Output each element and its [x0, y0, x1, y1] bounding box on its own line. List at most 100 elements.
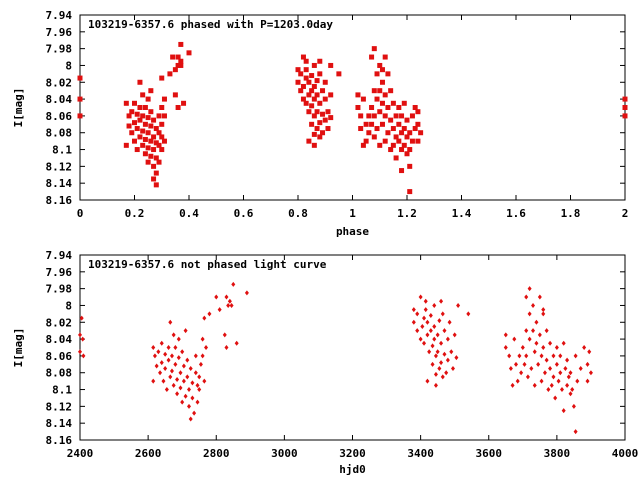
data-point — [532, 382, 537, 388]
y-axis-title: I[mag] — [12, 88, 25, 128]
data-point — [195, 382, 200, 388]
data-point — [554, 345, 559, 350]
data-point — [309, 103, 315, 109]
data-point — [178, 58, 184, 64]
data-point — [399, 130, 405, 136]
data-point — [204, 345, 209, 350]
data-point — [193, 353, 198, 359]
data-point — [520, 345, 525, 350]
data-point — [418, 130, 424, 136]
data-point — [181, 378, 186, 384]
data-point — [559, 387, 564, 393]
data-point — [440, 311, 445, 317]
data-point — [306, 92, 312, 98]
data-point — [224, 345, 229, 350]
data-point — [178, 62, 184, 68]
data-point — [227, 298, 232, 304]
data-point — [325, 109, 331, 115]
data-point — [445, 357, 450, 363]
data-point — [183, 328, 188, 334]
data-point — [170, 54, 176, 60]
data-point — [192, 410, 197, 416]
data-point — [415, 311, 420, 317]
data-point — [409, 138, 415, 144]
data-point — [425, 378, 430, 384]
data-point — [168, 319, 173, 325]
data-point — [134, 147, 140, 153]
data-point — [176, 336, 181, 342]
data-point — [522, 361, 527, 367]
data-point — [181, 100, 187, 106]
data-point — [80, 336, 85, 342]
data-point — [358, 126, 364, 132]
data-point — [568, 391, 573, 397]
data-point — [433, 353, 438, 359]
data-point — [159, 340, 164, 346]
data-point — [561, 408, 566, 414]
data-point — [377, 62, 383, 68]
data-point — [529, 366, 534, 372]
data-point — [140, 128, 146, 134]
data-point — [379, 121, 385, 127]
data-point — [503, 332, 508, 338]
y-tick-label: 8.02 — [46, 76, 73, 89]
data-point — [126, 123, 132, 129]
x-tick-label: 1.2 — [397, 207, 417, 220]
data-point — [369, 105, 375, 110]
data-point — [435, 332, 440, 338]
data-point — [401, 142, 407, 148]
y-tick-label: 7.98 — [46, 43, 73, 56]
data-point — [360, 142, 366, 148]
data-point — [217, 307, 222, 313]
data-point — [369, 121, 375, 127]
data-point — [575, 378, 580, 384]
data-point — [244, 290, 249, 296]
data-point — [435, 349, 440, 355]
data-point — [151, 117, 157, 123]
data-point — [77, 113, 83, 119]
data-point — [311, 142, 317, 148]
data-point — [173, 361, 178, 367]
data-point — [556, 378, 561, 384]
x-tick-label: 2400 — [67, 447, 94, 460]
data-point — [169, 353, 174, 359]
data-point — [379, 67, 385, 73]
data-point — [539, 353, 544, 359]
data-point — [306, 138, 312, 144]
data-point — [525, 374, 530, 380]
data-point — [142, 136, 148, 142]
data-point — [161, 113, 167, 119]
data-point — [158, 370, 163, 376]
data-point — [399, 168, 405, 174]
data-point — [190, 395, 195, 401]
x-tick-label: 2 — [622, 207, 629, 220]
data-point — [420, 323, 425, 329]
data-point — [430, 343, 435, 349]
data-point — [390, 126, 396, 132]
data-point — [164, 387, 169, 393]
data-point — [159, 147, 165, 153]
data-point — [561, 340, 566, 346]
data-point — [377, 142, 383, 148]
data-point — [418, 294, 423, 300]
data-point — [151, 378, 156, 384]
data-point — [161, 138, 167, 144]
data-point — [172, 92, 178, 98]
data-point — [229, 302, 234, 308]
data-point — [510, 382, 515, 388]
data-point — [320, 130, 326, 136]
data-point — [558, 370, 563, 376]
data-point — [539, 378, 544, 384]
data-point — [425, 332, 430, 338]
data-point — [309, 88, 315, 94]
data-point — [407, 189, 413, 195]
data-point — [151, 147, 157, 153]
data-point — [153, 140, 159, 146]
data-point — [153, 170, 159, 176]
data-point — [180, 399, 185, 405]
data-point — [411, 319, 416, 325]
data-point — [322, 79, 328, 85]
data-point — [358, 113, 364, 119]
data-point — [409, 113, 415, 119]
